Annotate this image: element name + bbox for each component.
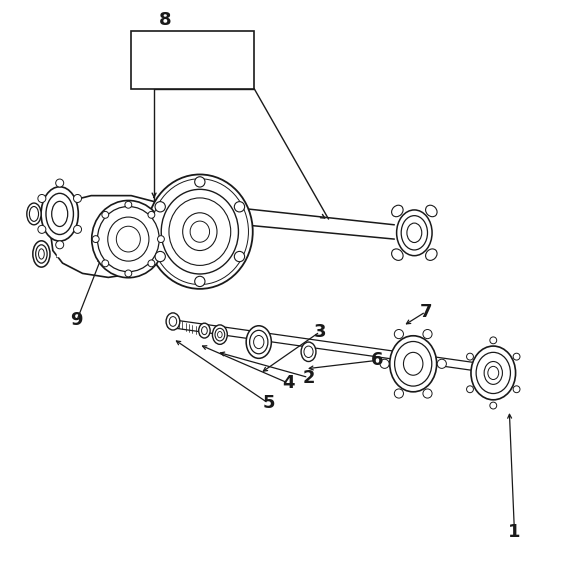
Circle shape	[194, 177, 205, 187]
Circle shape	[102, 260, 108, 267]
Ellipse shape	[183, 213, 217, 251]
Ellipse shape	[41, 186, 78, 241]
Ellipse shape	[426, 249, 437, 260]
Ellipse shape	[147, 174, 253, 289]
Polygon shape	[51, 196, 177, 277]
Circle shape	[423, 329, 432, 339]
Circle shape	[513, 386, 520, 393]
Circle shape	[92, 236, 99, 243]
Circle shape	[158, 236, 164, 243]
Circle shape	[38, 225, 46, 233]
Polygon shape	[91, 201, 177, 225]
Circle shape	[148, 212, 155, 219]
Ellipse shape	[161, 189, 238, 274]
Ellipse shape	[426, 205, 437, 217]
Ellipse shape	[36, 245, 47, 263]
Circle shape	[234, 202, 245, 212]
Circle shape	[490, 337, 497, 344]
Ellipse shape	[201, 327, 207, 335]
Ellipse shape	[392, 205, 403, 217]
Ellipse shape	[389, 336, 437, 392]
Ellipse shape	[484, 362, 503, 384]
Ellipse shape	[476, 352, 511, 394]
Ellipse shape	[471, 346, 516, 400]
Text: 2: 2	[302, 368, 315, 387]
Circle shape	[394, 389, 403, 398]
Ellipse shape	[301, 342, 316, 362]
Circle shape	[125, 201, 132, 208]
Ellipse shape	[98, 206, 159, 272]
Ellipse shape	[151, 178, 249, 285]
Circle shape	[490, 402, 497, 409]
Text: 5: 5	[262, 394, 275, 412]
Ellipse shape	[29, 206, 39, 221]
Ellipse shape	[395, 341, 432, 386]
Circle shape	[234, 252, 245, 262]
Ellipse shape	[396, 210, 432, 256]
Circle shape	[73, 225, 81, 233]
Ellipse shape	[190, 221, 209, 243]
Circle shape	[56, 241, 63, 249]
Ellipse shape	[33, 241, 50, 267]
Text: 8: 8	[159, 11, 172, 29]
Ellipse shape	[250, 330, 268, 353]
Circle shape	[380, 359, 389, 368]
Circle shape	[394, 329, 403, 339]
Text: 1: 1	[508, 523, 520, 541]
Ellipse shape	[403, 352, 423, 375]
Text: 6: 6	[371, 351, 383, 370]
Ellipse shape	[46, 193, 73, 235]
Ellipse shape	[39, 249, 44, 259]
Circle shape	[102, 212, 108, 219]
Circle shape	[513, 353, 520, 360]
Circle shape	[155, 252, 166, 262]
Ellipse shape	[27, 203, 41, 225]
Bar	[131, 31, 254, 89]
Circle shape	[148, 260, 155, 267]
Text: 4: 4	[282, 374, 295, 392]
Circle shape	[38, 194, 46, 202]
Ellipse shape	[212, 325, 227, 344]
Ellipse shape	[304, 346, 313, 358]
Ellipse shape	[108, 217, 149, 261]
Circle shape	[467, 386, 473, 393]
Circle shape	[194, 276, 205, 287]
Polygon shape	[57, 251, 71, 257]
Ellipse shape	[166, 313, 180, 330]
Ellipse shape	[246, 326, 271, 358]
Text: 9: 9	[70, 311, 83, 329]
Circle shape	[423, 389, 432, 398]
Ellipse shape	[169, 198, 231, 265]
Ellipse shape	[254, 335, 264, 349]
Circle shape	[467, 353, 473, 360]
Ellipse shape	[198, 323, 210, 338]
Ellipse shape	[218, 332, 222, 337]
Ellipse shape	[407, 223, 422, 243]
Circle shape	[155, 202, 166, 212]
Circle shape	[125, 270, 132, 277]
Ellipse shape	[401, 216, 428, 250]
Circle shape	[437, 359, 447, 368]
Ellipse shape	[169, 316, 177, 326]
Ellipse shape	[488, 367, 499, 380]
Circle shape	[56, 179, 63, 187]
Ellipse shape	[215, 328, 224, 341]
Text: 7: 7	[419, 303, 432, 321]
Ellipse shape	[92, 201, 165, 278]
Polygon shape	[177, 201, 394, 239]
Ellipse shape	[392, 249, 403, 260]
Circle shape	[73, 194, 81, 202]
Text: 3: 3	[314, 323, 326, 341]
Ellipse shape	[117, 226, 140, 252]
Ellipse shape	[52, 201, 68, 227]
